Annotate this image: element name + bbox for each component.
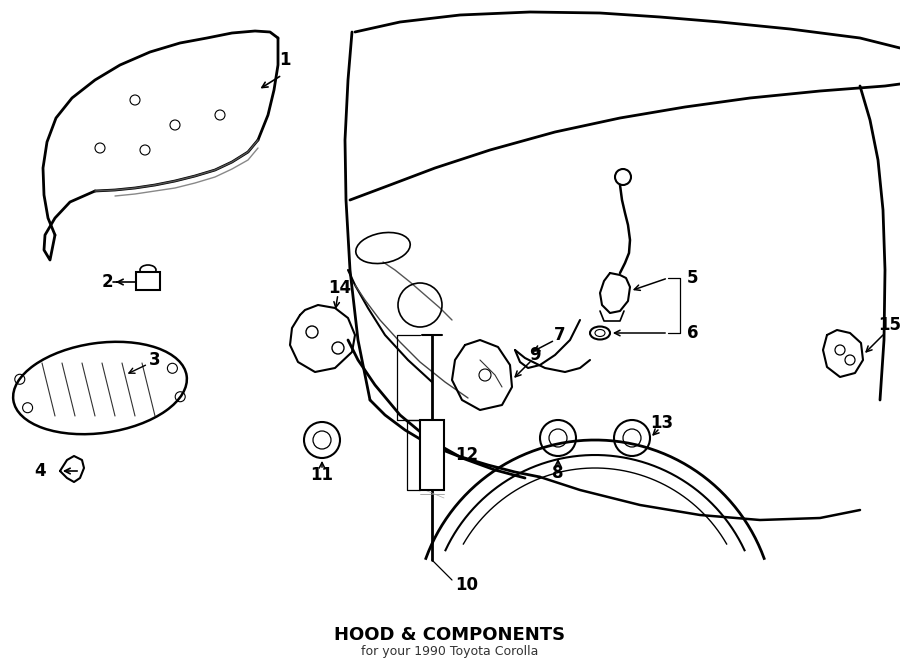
Text: 15: 15: [878, 316, 900, 334]
Text: for your 1990 Toyota Corolla: for your 1990 Toyota Corolla: [361, 646, 539, 658]
Text: 3: 3: [149, 351, 161, 369]
FancyBboxPatch shape: [136, 272, 160, 290]
Text: 9: 9: [529, 346, 541, 364]
Text: 12: 12: [455, 446, 479, 464]
Text: 2: 2: [101, 273, 112, 291]
Text: 1: 1: [279, 51, 291, 69]
Text: 13: 13: [651, 414, 673, 432]
Text: 14: 14: [328, 279, 352, 297]
Text: HOOD & COMPONENTS: HOOD & COMPONENTS: [335, 626, 565, 644]
FancyBboxPatch shape: [420, 420, 444, 490]
Text: 5: 5: [688, 269, 698, 287]
Text: 11: 11: [310, 466, 334, 484]
Text: 10: 10: [455, 576, 479, 594]
Text: 8: 8: [553, 464, 563, 482]
Text: 4: 4: [34, 462, 46, 480]
Text: 6: 6: [688, 324, 698, 342]
Text: 7: 7: [554, 326, 566, 344]
